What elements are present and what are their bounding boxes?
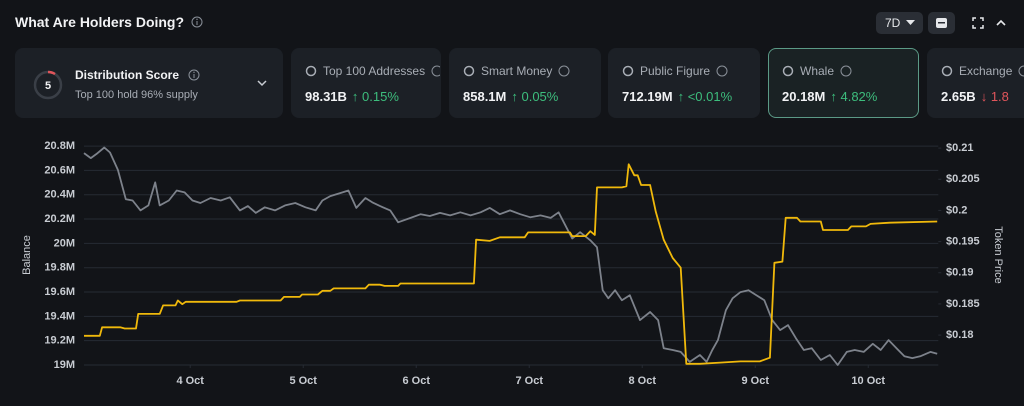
calendar-button[interactable] [928, 12, 955, 34]
score-gauge: 5 [33, 70, 63, 100]
info-icon [431, 65, 440, 77]
metric-card[interactable]: Public Figure 712.19M ↑ <0.01% [608, 48, 760, 118]
y2-tick-label: $0.205 [946, 173, 980, 185]
card-label: Exchange [959, 64, 1024, 78]
x-tick-label: 7 Oct [515, 375, 543, 387]
info-ring [558, 65, 570, 77]
score-title: Distribution Score [75, 68, 180, 82]
change-text: ↑ 0.15% [351, 89, 399, 104]
y2-tick-label: $0.195 [946, 235, 980, 247]
card-label: Smart Money [481, 64, 570, 78]
expand-icon[interactable] [972, 17, 984, 29]
card-value: 858.1M ↑ 0.05% [463, 89, 558, 104]
y2-tick-label: $0.2 [946, 204, 967, 216]
y-tick-label: 19.6M [44, 286, 75, 298]
change-text: ↑ 0.05% [511, 89, 559, 104]
score-card[interactable]: 5 Distribution Score Top 100 hold 96% su… [15, 48, 283, 118]
info-icon [1018, 65, 1024, 77]
value-text: 712.19M [622, 89, 673, 104]
info-icon [840, 65, 852, 77]
y2-tick-label: $0.18 [946, 329, 974, 341]
chevron [257, 80, 267, 87]
card-icon [941, 65, 953, 77]
value-text: 2.65B [941, 89, 976, 104]
y-tick-label: 20.8M [44, 140, 75, 152]
metric-card[interactable]: Exchange 2.65B ↓ 1.8 [927, 48, 1024, 118]
line-series [84, 163, 938, 365]
icon-shape [305, 65, 317, 77]
y-tick-label: 19M [54, 359, 75, 371]
y-tick-label: 20M [54, 237, 75, 249]
x-tick-label: 8 Oct [628, 375, 656, 387]
x-tick-label: 6 Oct [402, 375, 430, 387]
card-label: Public Figure [640, 64, 728, 78]
card-value: 712.19M ↑ <0.01% [622, 89, 732, 104]
score-subtitle: Top 100 hold 96% supply [75, 89, 198, 101]
info-ring [716, 65, 728, 77]
y-tick-label: 20.4M [44, 189, 75, 201]
info-ring [431, 65, 440, 77]
value-text: 858.1M [463, 89, 507, 104]
card-value: 20.18M ↑ 4.82% [782, 89, 877, 104]
y2-tick-label: $0.19 [946, 267, 974, 279]
icon-shape [622, 65, 634, 77]
info-icon [558, 65, 570, 77]
range-label: 7D [885, 16, 901, 30]
info-ring [840, 65, 852, 77]
info-icon[interactable] [188, 69, 200, 81]
card-label: Top 100 Addresses [323, 64, 440, 78]
y-tick-label: 19.2M [44, 335, 75, 347]
info-icon [716, 65, 728, 77]
x-tick-label: 5 Oct [289, 375, 317, 387]
range-dropdown[interactable]: 7D [876, 12, 923, 34]
change-text: ↑ <0.01% [677, 89, 733, 104]
metric-card[interactable]: Top 100 Addresses 98.31B ↑ 0.15% [291, 48, 441, 118]
x-tick-label: 9 Oct [741, 375, 769, 387]
card-label: Whale [800, 64, 852, 78]
y-tick-label: 19.4M [44, 310, 75, 322]
y-axis-title: Balance [21, 235, 33, 275]
x-tick-label: 10 Oct [851, 375, 885, 387]
change-text: ↑ 4.82% [830, 89, 878, 104]
info-icon[interactable] [191, 16, 203, 28]
y-tick-label: 20.2M [44, 213, 75, 225]
card-icon [463, 65, 475, 77]
y2-axis-title: Token Price [992, 226, 1004, 283]
icon-shape [941, 65, 953, 77]
y2-tick-label: $0.21 [946, 142, 974, 154]
collapse-icon[interactable] [995, 17, 1007, 29]
change-text: ↓ 1.8 [980, 89, 1009, 104]
card-value: 2.65B ↓ 1.8 [941, 89, 1009, 104]
info-ring [1018, 65, 1024, 77]
icon-shape [782, 65, 794, 77]
card-value: 98.31B ↑ 0.15% [305, 89, 399, 104]
x-tick-label: 4 Oct [176, 375, 204, 387]
score-value: 5 [45, 80, 51, 92]
caret [906, 20, 915, 25]
y-tick-label: 20.6M [44, 164, 75, 176]
line-series [83, 146, 938, 366]
y2-tick-label: $0.185 [946, 298, 980, 310]
card-icon [782, 65, 794, 77]
card-icon [305, 65, 317, 77]
title: What Are Holders Doing? [15, 14, 185, 30]
calendar-icon [936, 18, 947, 28]
value-text: 98.31B [305, 89, 347, 104]
value-text: 20.18M [782, 89, 826, 104]
y-tick-label: 19.8M [44, 262, 75, 274]
metric-card[interactable]: Smart Money 858.1M ↑ 0.05% [449, 48, 601, 118]
icon-shape [463, 65, 475, 77]
metric-card[interactable]: Whale 20.18M ↑ 4.82% [768, 48, 919, 118]
card-icon [622, 65, 634, 77]
